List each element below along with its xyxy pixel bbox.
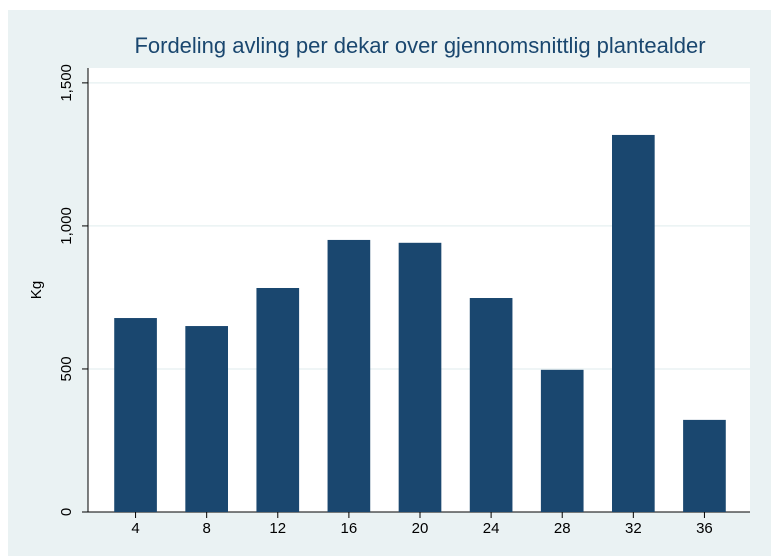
x-tick-label: 20 bbox=[412, 520, 429, 537]
y-tick-label: 1,000 bbox=[58, 207, 75, 245]
bar bbox=[469, 298, 513, 512]
x-tick-label: 24 bbox=[483, 520, 500, 537]
bar bbox=[185, 326, 228, 512]
y-axis-label: Kg bbox=[28, 281, 45, 299]
bar bbox=[327, 239, 371, 513]
bar bbox=[540, 369, 584, 512]
x-tick-label: 4 bbox=[131, 520, 139, 537]
y-tick-label: 1,500 bbox=[58, 64, 75, 102]
y-tick-label: 0 bbox=[58, 508, 75, 516]
x-tick-label: 32 bbox=[625, 520, 642, 537]
bar bbox=[114, 318, 157, 512]
x-tick-label: 36 bbox=[696, 520, 713, 537]
bar bbox=[612, 134, 655, 512]
y-tick-label: 500 bbox=[58, 356, 75, 381]
bar bbox=[256, 287, 300, 512]
chart-title: Fordeling avling per dekar over gjennoms… bbox=[134, 33, 705, 58]
bar bbox=[683, 419, 726, 512]
x-tick-label: 8 bbox=[202, 520, 210, 537]
x-tick-label: 12 bbox=[269, 520, 286, 537]
x-tick-label: 28 bbox=[554, 520, 571, 537]
bar bbox=[398, 242, 442, 512]
x-tick-label: 16 bbox=[341, 520, 358, 537]
